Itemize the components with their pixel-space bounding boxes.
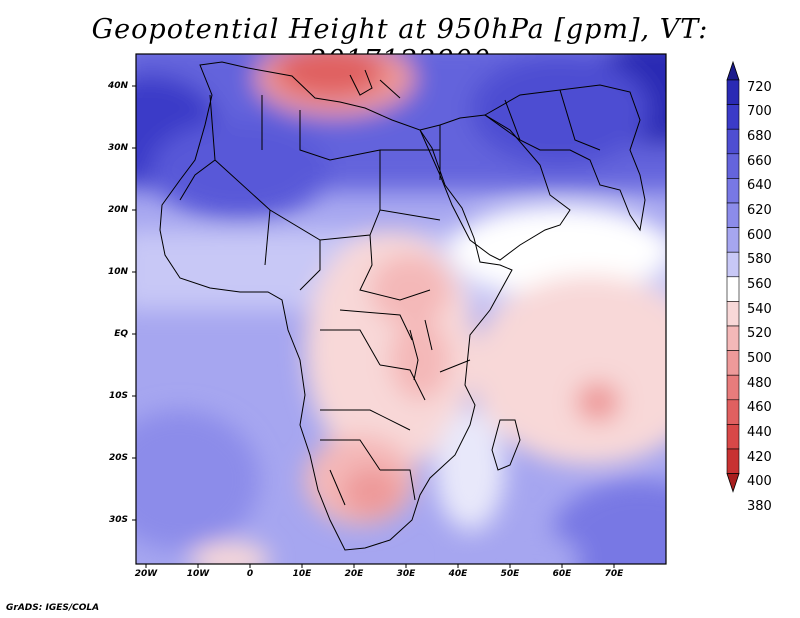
plot-frame bbox=[135, 53, 667, 565]
x-axis-ticks bbox=[145, 564, 615, 568]
colorbar-label-720: 720 bbox=[747, 80, 772, 95]
y-label-20n: 20N bbox=[107, 205, 128, 215]
x-label-40e: 40E bbox=[448, 569, 468, 579]
credit-text: GrADS: IGES/COLA bbox=[6, 603, 100, 613]
colorbar-box-600 bbox=[726, 202, 740, 228]
geopotential-field bbox=[136, 54, 666, 564]
colorbar-label-660: 660 bbox=[747, 154, 772, 169]
y-label-20s: 20S bbox=[108, 453, 128, 463]
y-label-10n: 10N bbox=[107, 267, 128, 277]
colorbar-box-500 bbox=[726, 325, 740, 351]
colorbar-label-400: 400 bbox=[747, 474, 772, 489]
colorbar bbox=[726, 60, 740, 493]
x-label-60e: 60E bbox=[552, 569, 572, 579]
colorbar-label-680: 680 bbox=[747, 129, 772, 144]
colorbar-label-480: 480 bbox=[747, 376, 772, 391]
colorbar-label-580: 580 bbox=[747, 252, 772, 267]
colorbar-label-460: 460 bbox=[747, 400, 772, 415]
colorbar-label-640: 640 bbox=[747, 178, 772, 193]
colorbar-label-440: 440 bbox=[747, 425, 772, 440]
x-label-0: 0 bbox=[246, 569, 254, 579]
y-label-30s: 30S bbox=[108, 515, 128, 525]
colorbar-box-560 bbox=[726, 251, 740, 278]
x-label-50e: 50E bbox=[500, 569, 520, 579]
colorbar-label-700: 700 bbox=[747, 104, 772, 119]
y-label-10s: 10S bbox=[108, 391, 128, 401]
colorbar-label-600: 600 bbox=[747, 228, 772, 243]
colorbar-box-440 bbox=[726, 399, 740, 425]
colorbar-box-400 bbox=[726, 448, 740, 474]
colorbar-label-380: 380 bbox=[747, 499, 772, 514]
x-label-20w: 20W bbox=[134, 569, 158, 579]
colorbar-label-560: 560 bbox=[747, 277, 772, 292]
colorbar-box-420 bbox=[726, 424, 740, 450]
coastlines bbox=[159, 61, 646, 551]
x-label-10e: 10E bbox=[292, 569, 312, 579]
colorbar-label-520: 520 bbox=[747, 326, 772, 341]
colorbar-box-580 bbox=[726, 227, 740, 253]
colorbar-box-640 bbox=[726, 153, 740, 179]
colorbar-box-620 bbox=[726, 178, 740, 204]
x-label-10w: 10W bbox=[186, 569, 210, 579]
colorbar-label-540: 540 bbox=[747, 302, 772, 317]
y-axis-ticks bbox=[132, 85, 136, 521]
x-label-30e: 30E bbox=[396, 569, 416, 579]
colorbar-label-500: 500 bbox=[747, 351, 772, 366]
y-label-40n: 40N bbox=[107, 81, 128, 91]
colorbar-box-680 bbox=[726, 104, 740, 130]
x-label-20e: 20E bbox=[344, 569, 364, 579]
colorbar-box-660 bbox=[726, 128, 740, 155]
colorbar-label-420: 420 bbox=[747, 450, 772, 465]
y-label-eq: EQ bbox=[114, 329, 128, 339]
colorbar-box-700 bbox=[726, 79, 740, 105]
colorbar-box-520 bbox=[726, 301, 740, 327]
x-label-70e: 70E bbox=[604, 569, 624, 579]
colorbar-box-460 bbox=[726, 374, 740, 401]
colorbar-box-540 bbox=[726, 276, 740, 302]
colorbar-label-620: 620 bbox=[747, 203, 772, 218]
colorbar-box-480 bbox=[726, 350, 740, 376]
y-label-30n: 30N bbox=[107, 143, 128, 153]
colorbar-arrow-top bbox=[726, 60, 740, 81]
colorbar-arrow-bottom bbox=[726, 473, 740, 493]
